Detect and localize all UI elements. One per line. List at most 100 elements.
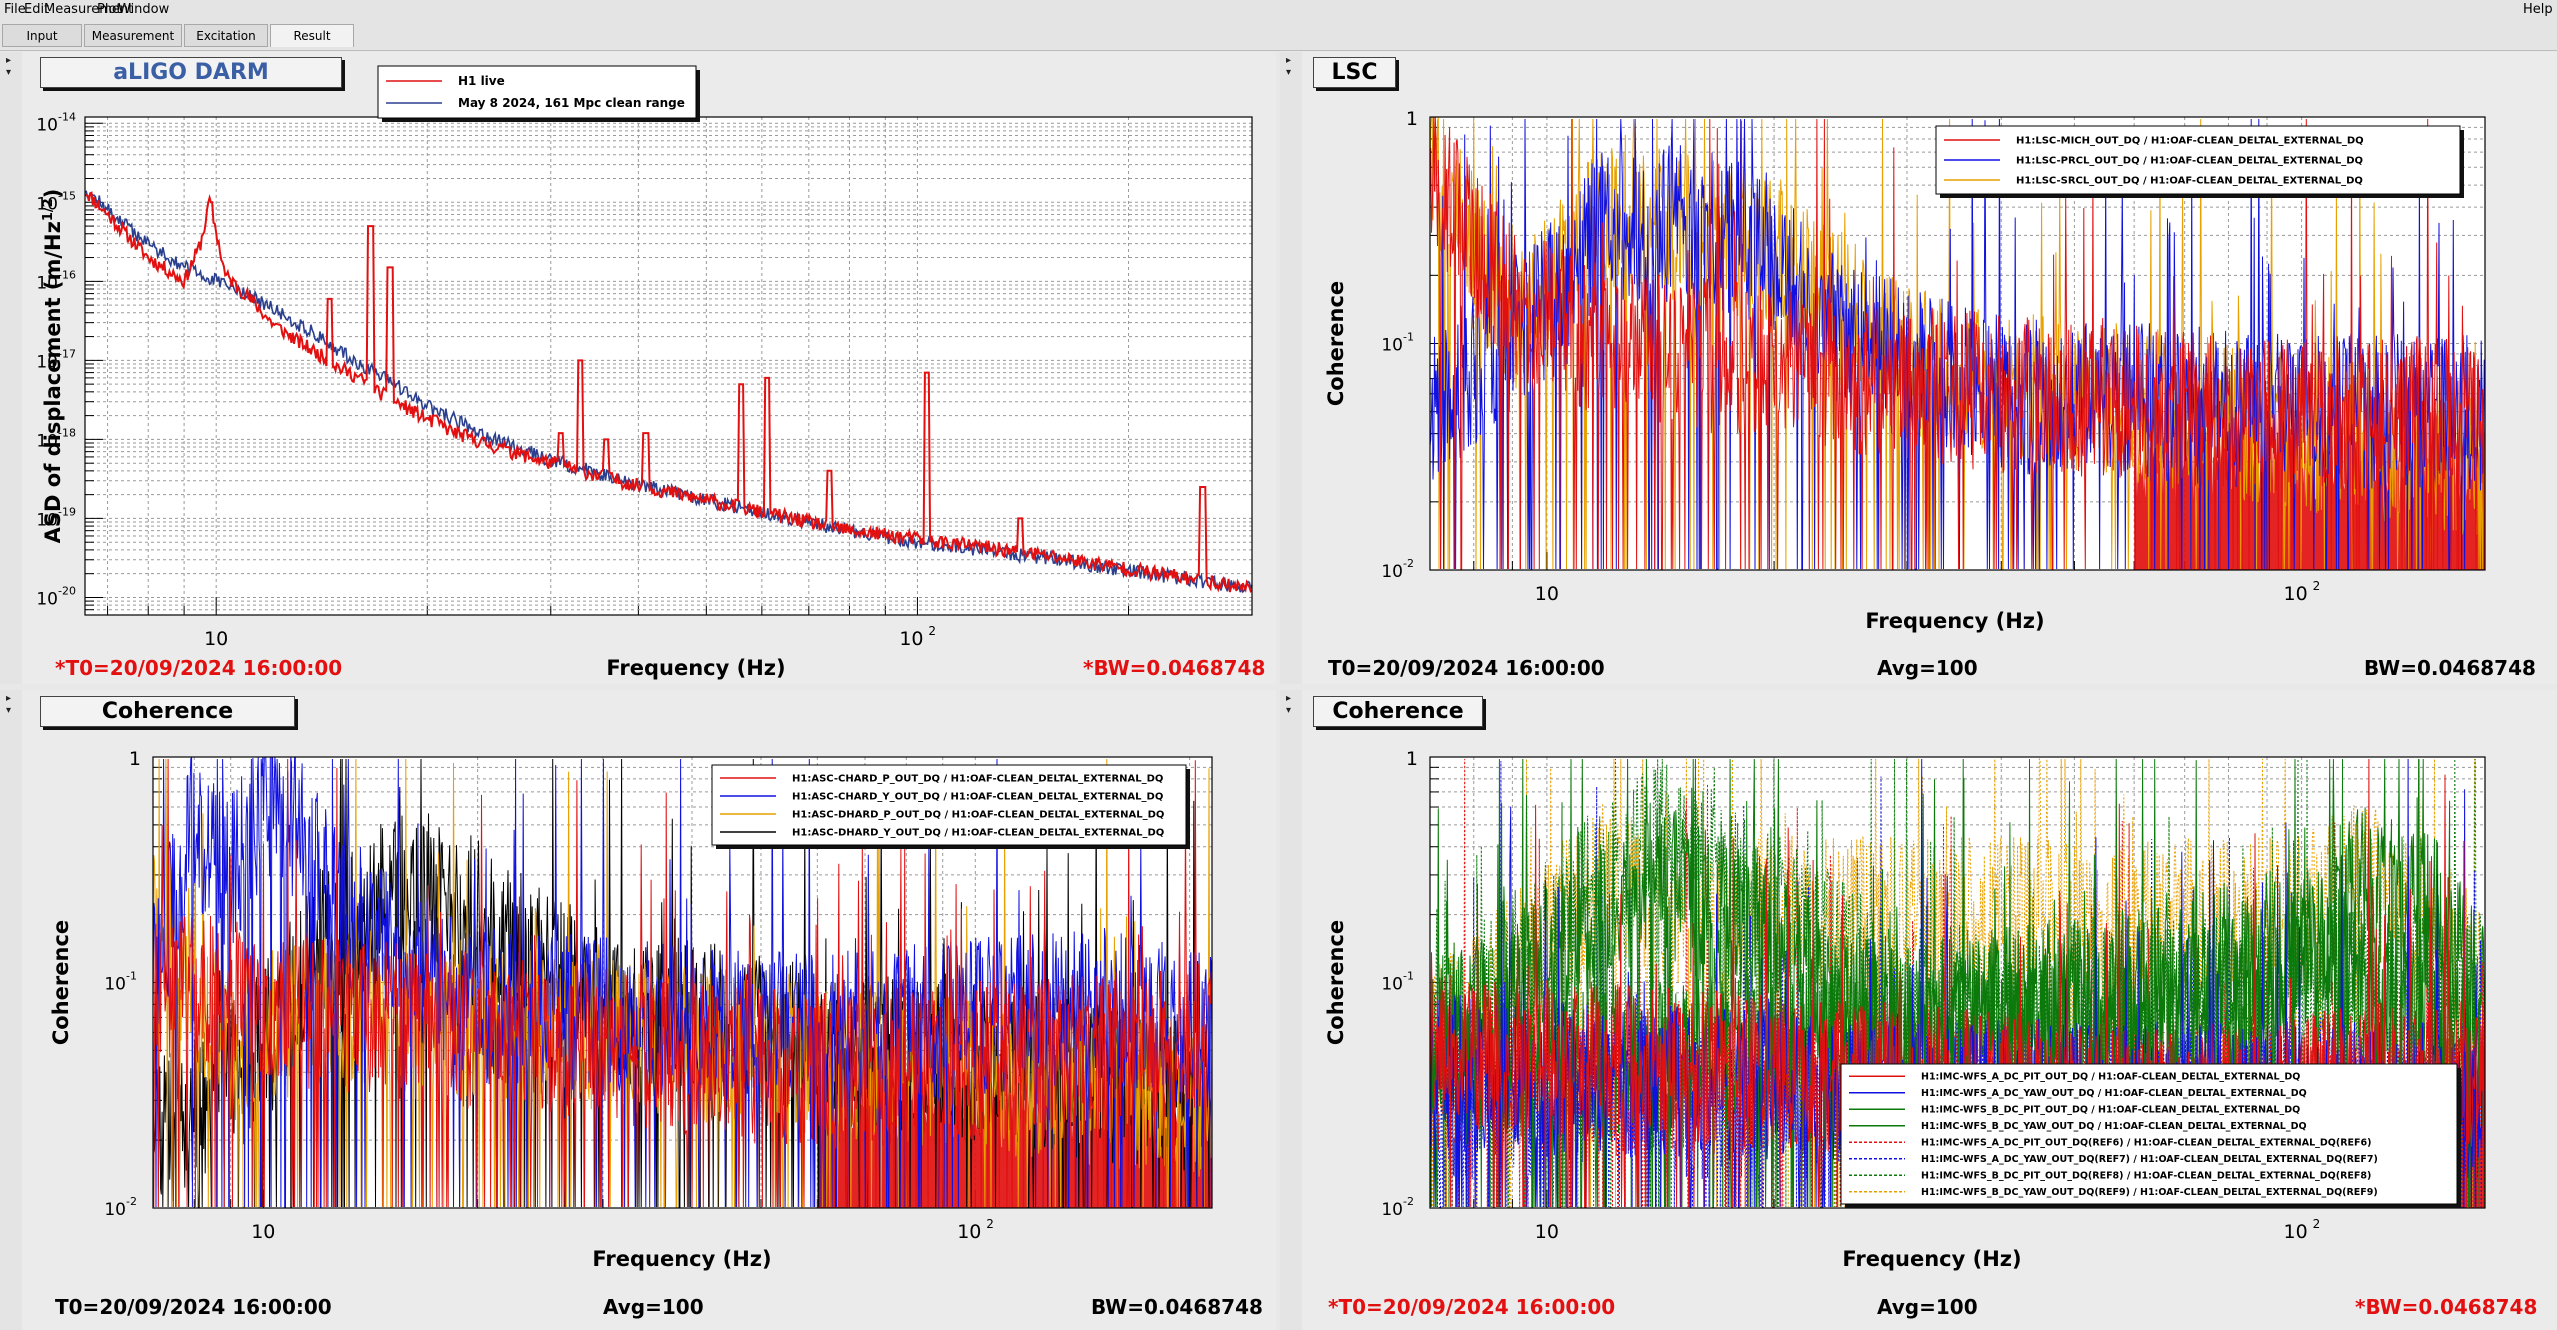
plot-frame: [152, 756, 1213, 1209]
y-tick-label-exponent: -1: [1403, 970, 1414, 983]
legend-entry: H1:IMC-WFS_A_DC_YAW_OUT_DQ(REF7) / H1:OA…: [1921, 1154, 2378, 1165]
y-tick-label: 10: [36, 589, 58, 609]
y-tick-label: 10: [1381, 562, 1403, 582]
pad-strip-bottom-left: ▸ ▾: [0, 690, 22, 1330]
footer-t0: *T0=20/09/2024 16:00:00: [1328, 1295, 1616, 1319]
x-tick-label-exponent: 2: [2313, 579, 2321, 593]
x-tick-label: 10: [2283, 583, 2307, 605]
tab-excitation[interactable]: Excitation: [184, 24, 268, 47]
menu-file[interactable]: File: [4, 2, 26, 17]
footer-t0: T0=20/09/2024 16:00:00: [1328, 656, 1605, 680]
footer-bw: *BW=0.0468748: [1083, 656, 1266, 680]
y-tick-label: 10: [1381, 336, 1403, 356]
footer-t0: T0=20/09/2024 16:00:00: [55, 1295, 332, 1319]
y-tick-label: 10: [1381, 1200, 1403, 1220]
legend-entry: H1:LSC-MICH_OUT_DQ / H1:OAF-CLEAN_DELTAL…: [2016, 136, 2364, 147]
x-axis-label: Frequency (Hz): [606, 656, 785, 680]
plot-title: Coherence: [40, 696, 295, 727]
y-tick-label: 1: [1406, 748, 1418, 770]
x-tick-label-exponent: 2: [986, 1217, 994, 1231]
tab-input[interactable]: Input: [2, 24, 82, 47]
tab-result[interactable]: Result: [270, 24, 354, 47]
footer-avg: Avg=100: [1877, 1295, 1978, 1319]
footer-bw: *BW=0.0468748: [2355, 1295, 2538, 1319]
y-tick-label: 1: [129, 748, 141, 770]
footer-bw: BW=0.0468748: [2364, 656, 2536, 680]
legend-entry: H1:LSC-PRCL_OUT_DQ / H1:OAF-CLEAN_DELTAL…: [2016, 156, 2363, 167]
pad-scroll-arrow-icon[interactable]: ▾: [6, 67, 12, 78]
legend-entry: H1:IMC-WFS_A_DC_PIT_OUT_DQ / H1:OAF-CLEA…: [1921, 1072, 2300, 1083]
legend-box: [711, 764, 1187, 846]
y-tick-label-exponent: -16: [58, 268, 76, 281]
legend-entry: H1:IMC-WFS_B_DC_YAW_OUT_DQ(REF9) / H1:OA…: [1921, 1187, 2378, 1198]
legend-entry: H1:IMC-WFS_B_DC_PIT_OUT_DQ / H1:OAF-CLEA…: [1921, 1105, 2300, 1116]
y-tick-label-exponent: -19: [58, 505, 76, 518]
x-tick-label: 10: [204, 628, 228, 650]
x-tick-label-exponent: 2: [928, 624, 936, 638]
legend-entry: H1:LSC-SRCL_OUT_DQ / H1:OAF-CLEAN_DELTAL…: [2016, 176, 2363, 187]
footer-avg: Avg=100: [603, 1295, 704, 1319]
menu-window[interactable]: Window: [118, 2, 170, 17]
y-tick-label: 10: [104, 975, 126, 995]
menu-edit[interactable]: Edit: [24, 2, 50, 17]
y-tick-label: 10: [36, 431, 58, 451]
x-axis-label: Frequency (Hz): [1865, 609, 2044, 633]
y-tick-label-exponent: -20: [58, 584, 76, 597]
x-tick-label-exponent: 2: [2313, 1217, 2321, 1231]
x-tick-label: 10: [2283, 1221, 2307, 1243]
plot-title: Coherence: [1313, 696, 1483, 727]
pad-scroll-arrow-icon[interactable]: ▾: [1286, 67, 1292, 78]
pad-menu-arrow-icon[interactable]: ▸: [6, 55, 12, 66]
legend-entry: H1:IMC-WFS_B_DC_YAW_OUT_DQ / H1:OAF-CLEA…: [1921, 1121, 2307, 1132]
y-tick-label-exponent: -14: [58, 110, 76, 123]
data-series-line: [84, 191, 1253, 593]
y-tick-label-exponent: -1: [1403, 331, 1414, 344]
legend-entry: H1:IMC-WFS_A_DC_YAW_OUT_DQ / H1:OAF-CLEA…: [1921, 1088, 2307, 1099]
y-tick-label-exponent: -18: [58, 426, 76, 439]
menu-help[interactable]: Help: [2523, 2, 2553, 17]
pad-menu-arrow-icon[interactable]: ▸: [1286, 55, 1292, 66]
y-tick-label-exponent: -1: [126, 970, 137, 983]
pad-menu-arrow-icon[interactable]: ▸: [6, 693, 12, 704]
pad-strip-bottom-right: ▸ ▾: [1280, 690, 1302, 1330]
pad-scroll-arrow-icon[interactable]: ▾: [1286, 705, 1292, 716]
menu-plot[interactable]: Plot: [97, 2, 122, 17]
legend-entry: H1 live: [458, 74, 505, 88]
plot-title: LSC: [1313, 57, 1396, 88]
x-tick-label: 10: [899, 628, 923, 650]
y-tick-label-exponent: -2: [126, 1195, 137, 1208]
y-tick-label: 10: [36, 510, 58, 530]
legend-box: [1935, 125, 2461, 195]
footer-avg: Avg=100: [1877, 656, 1978, 680]
legend-box: [1840, 1063, 2458, 1205]
footer-t0: *T0=20/09/2024 16:00:00: [55, 656, 343, 680]
y-tick-label: 1: [1406, 108, 1418, 130]
tab-measurement[interactable]: Measurement: [84, 24, 182, 47]
x-tick-label: 10: [251, 1221, 275, 1243]
y-axis-label: ASD of displacement (m/Hz1/2): [41, 189, 65, 544]
menu-measurement[interactable]: Measurement: [44, 2, 134, 17]
x-tick-label: 10: [957, 1221, 981, 1243]
x-tick-label: 10: [1535, 1221, 1559, 1243]
pad-menu-arrow-icon[interactable]: ▸: [1286, 693, 1292, 704]
data-series-line: [1429, 758, 2486, 1208]
legend-entry: H1:ASC-DHARD_P_OUT_DQ / H1:OAF-CLEAN_DEL…: [792, 810, 1164, 821]
x-tick-label: 10: [1535, 583, 1559, 605]
pad-scroll-arrow-icon[interactable]: ▾: [6, 705, 12, 716]
x-axis-label: Frequency (Hz): [592, 1247, 771, 1271]
y-axis-label: Coherence: [1324, 281, 1348, 406]
legend-entry: H1:IMC-WFS_B_DC_PIT_OUT_DQ(REF8) / H1:OA…: [1921, 1171, 2371, 1182]
data-series-line: [152, 758, 1213, 1208]
legend-entry: H1:IMC-WFS_A_DC_PIT_OUT_DQ(REF6) / H1:OA…: [1921, 1138, 2371, 1149]
y-tick-label: 10: [36, 273, 58, 293]
legend-box: [377, 65, 697, 119]
plot-frame: [1429, 116, 2486, 571]
menu-bar: File Edit Measurement Plot Window Help: [0, 0, 2557, 20]
legend-entry: May 8 2024, 161 Mpc clean range: [458, 96, 685, 110]
y-tick-label-exponent: -15: [58, 189, 76, 202]
y-axis-label: Coherence: [1324, 920, 1348, 1045]
